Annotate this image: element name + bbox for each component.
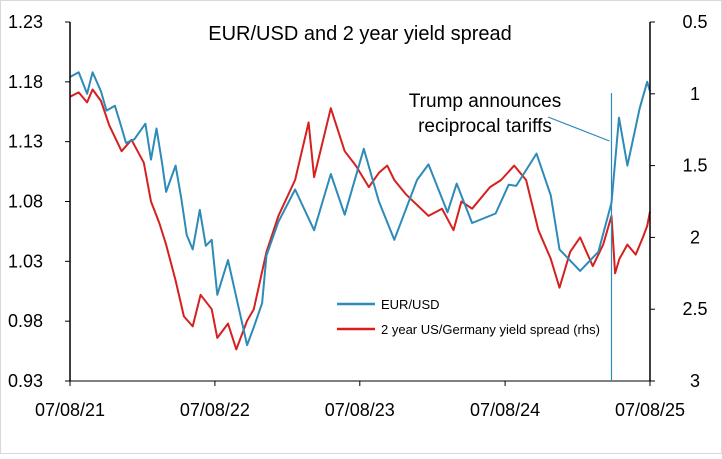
x-tick-label: 07/08/23 [325, 400, 395, 420]
left-axis-ticks: 1.23 1.18 1.13 1.08 1.03 0.98 0.93 [8, 12, 70, 391]
left-tick-label: 0.93 [8, 371, 43, 391]
annotation-text-line2: reciprocal tariffs [418, 116, 552, 137]
eurusd-series-line [69, 71, 651, 347]
left-tick-label: 1.23 [8, 12, 43, 32]
left-tick-label: 0.98 [8, 311, 43, 331]
right-tick-label: 0.5 [682, 12, 707, 32]
legend-item-eurusd: EUR/USD [337, 297, 440, 312]
chart-title: EUR/USD and 2 year yield spread [208, 23, 511, 45]
legend-label-eurusd: EUR/USD [381, 297, 440, 312]
right-tick-label: 1 [690, 84, 700, 104]
right-tick-label: 1.5 [682, 156, 707, 176]
right-tick-label: 2 [690, 227, 700, 247]
legend-item-yield-spread: 2 year US/Germany yield spread (rhs) [337, 322, 600, 337]
series-layer [69, 71, 651, 351]
left-tick-label: 1.18 [8, 72, 43, 92]
x-tick-label: 07/08/24 [470, 400, 540, 420]
x-tick-label: 07/08/22 [180, 400, 250, 420]
annotation-text-line1: Trump announces [409, 91, 561, 112]
annotation-arrow [547, 116, 610, 142]
annotation: Trump announces reciprocal tariffs [409, 91, 613, 381]
left-tick-label: 1.03 [8, 251, 43, 271]
right-tick-label: 3 [690, 371, 700, 391]
left-tick-label: 1.08 [8, 192, 43, 212]
right-tick-label: 2.5 [682, 299, 707, 319]
x-tick-label: 07/08/21 [35, 400, 105, 420]
x-tick-label: 07/08/25 [615, 400, 685, 420]
legend: EUR/USD 2 year US/Germany yield spread (… [337, 297, 600, 337]
right-axis-ticks: 0.5 1 1.5 2 2.5 3 [650, 12, 708, 391]
left-tick-label: 1.13 [8, 132, 43, 152]
legend-label-yield-spread: 2 year US/Germany yield spread (rhs) [381, 322, 600, 337]
x-axis-ticks: 07/08/21 07/08/22 07/08/23 07/08/24 07/08/25 [35, 381, 685, 420]
yield-spread-series-line [69, 88, 651, 351]
